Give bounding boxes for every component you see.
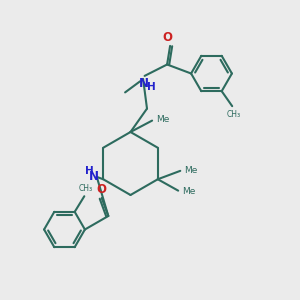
- Text: H: H: [147, 82, 156, 92]
- Text: O: O: [162, 31, 172, 44]
- Text: Me: Me: [184, 166, 197, 175]
- Text: Me: Me: [182, 187, 195, 196]
- Text: CH₃: CH₃: [226, 110, 241, 119]
- Text: N: N: [89, 170, 99, 183]
- Text: Me: Me: [156, 115, 169, 124]
- Text: N: N: [139, 77, 149, 90]
- Text: O: O: [97, 183, 107, 196]
- Text: CH₃: CH₃: [78, 184, 93, 193]
- Text: H: H: [85, 166, 94, 176]
